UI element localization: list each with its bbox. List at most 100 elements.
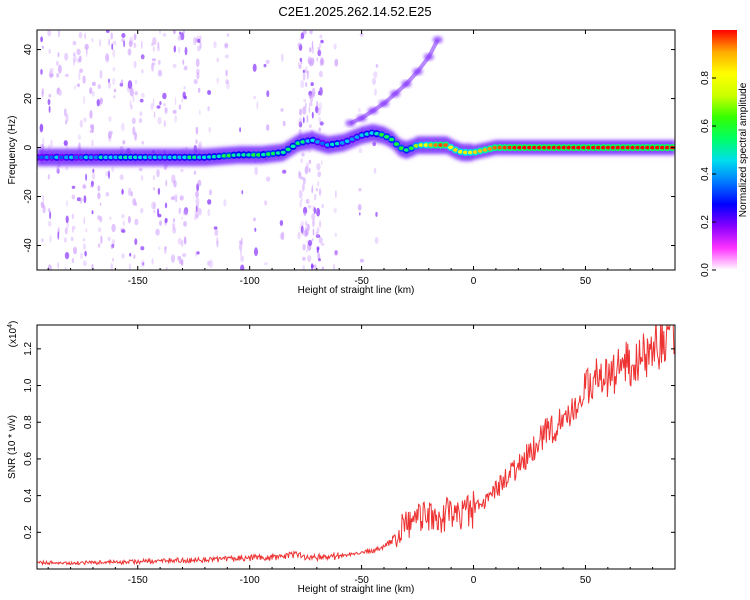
colorbar-tick-label: 0.4	[700, 167, 711, 181]
spectrogram-noise-speck	[318, 117, 322, 123]
spectrogram-ridge-layer	[37, 129, 675, 161]
spectrogram-noise-speck	[318, 258, 321, 262]
ridge-point	[389, 137, 395, 142]
spectrogram-noise-speck	[307, 205, 312, 209]
spectrogram-noise-speck	[175, 196, 178, 203]
ridge-point	[221, 154, 227, 158]
spectrogram-noise-speck	[48, 48, 51, 54]
ridge-point	[216, 154, 222, 159]
spectrogram-noise-speck	[83, 243, 86, 251]
snr-y-scale-note: (x104)	[7, 321, 19, 348]
spectrogram-noise-speck	[129, 252, 132, 257]
spectrogram-noise-speck	[79, 197, 83, 204]
spectrogram-noise-speck	[71, 258, 75, 263]
ridge-point	[408, 146, 414, 150]
spectrogram-noise-speck	[106, 30, 110, 33]
ridge-point	[246, 153, 252, 157]
ridge-point	[113, 155, 119, 160]
spectrogram-noise-speck	[65, 120, 67, 125]
spectrogram-noise-speck	[76, 48, 81, 55]
spectrogram-noise-speck	[317, 108, 321, 116]
spectrogram-noise-speck	[138, 167, 143, 172]
spectrogram-noise-speck	[48, 105, 51, 113]
spectrogram-noise-speck	[72, 225, 76, 230]
spectrogram-noise-speck	[77, 58, 81, 63]
ridge-point	[438, 143, 444, 147]
spectrogram-noise-speck	[42, 194, 45, 202]
x-tick-label: -150	[128, 575, 148, 586]
ridge-point	[659, 145, 666, 150]
spectrogram-noise-speck	[375, 211, 378, 217]
spectrogram-noise-speck	[308, 106, 311, 113]
spectrogram-noise-speck	[123, 40, 125, 48]
y-tick-label: 0	[23, 144, 34, 150]
ridge-point	[39, 155, 45, 160]
ridge-point	[147, 155, 153, 160]
spectrogram-noise-speck	[173, 180, 177, 188]
spectrogram-noise-speck	[85, 173, 88, 181]
spectrogram-noise-speck	[224, 42, 229, 49]
spectrogram-noise-speck	[127, 215, 131, 224]
spectrogram-noise-speck	[197, 179, 202, 187]
spectrogram-noise-speck	[48, 71, 54, 79]
snr-x-ticks: -150 -100 -50 0 50	[47, 325, 676, 586]
ridge-point	[182, 155, 188, 160]
spectrogram-noise-speck	[141, 40, 143, 50]
spectrogram-noise-speck	[307, 255, 312, 263]
spectrogram-noise-speck	[172, 64, 177, 68]
spectrogram-noise-speck	[321, 266, 325, 270]
spectrogram-noise-speck	[195, 139, 198, 145]
spectrogram-noise-speck	[83, 216, 86, 225]
ridge-point	[59, 155, 65, 160]
ridge-point	[512, 145, 518, 150]
ridge-point	[78, 155, 84, 160]
spectrogram-noise-speck	[158, 246, 161, 250]
spectrogram-noise-speck	[174, 114, 178, 123]
ridge-point	[241, 153, 247, 157]
spectrogram-noise-speck	[193, 79, 198, 85]
ridge-point	[650, 145, 656, 150]
spectrogram-noise-speck	[180, 168, 184, 173]
spectrogram-noise-speck	[129, 84, 132, 88]
spectrogram-noise-speck	[48, 93, 52, 98]
spectrogram-noise-speck	[185, 209, 188, 216]
spectrogram-noise-speck	[73, 58, 75, 66]
spectrogram-noise-speck	[180, 216, 184, 220]
ridge-point	[329, 142, 336, 147]
spectrogram-noise-speck	[213, 226, 218, 230]
ridge-point	[123, 155, 129, 160]
spectrogram-noise-speck	[108, 116, 112, 122]
spectrogram-noise-speck	[281, 53, 284, 62]
spectrogram-noise-speck	[256, 101, 259, 110]
ridge-point	[393, 142, 400, 146]
spectrogram-noise-speck	[303, 206, 308, 215]
spectrogram-noise-speck	[195, 213, 199, 219]
spectrogram-noise-speck	[139, 98, 144, 103]
spectrogram-noise-speck	[265, 59, 270, 64]
ridge-point	[251, 153, 257, 157]
spectrogram-noise-speck	[73, 85, 76, 90]
ridge-point	[344, 139, 350, 143]
spectrogram-noise-speck	[306, 114, 309, 124]
spectrogram-noise-speck	[47, 98, 51, 106]
spectrogram-noise-speck	[198, 87, 201, 93]
spectrogram-noise-speck	[84, 43, 89, 50]
ridge-point	[467, 150, 473, 155]
spectrogram-noise-speck	[140, 246, 145, 251]
spectrogram-noise-speck	[178, 207, 181, 215]
colorbar-tick-label: 0.2	[700, 215, 711, 229]
spectrogram-noise-speck	[71, 194, 76, 200]
spectrogram-noise-speck	[159, 220, 162, 226]
spectrogram-noise-speck	[134, 218, 139, 226]
x-tick-label: 50	[580, 276, 592, 287]
spectrogram-noise-speck	[304, 69, 307, 73]
spectrogram-noise-speck	[305, 81, 308, 88]
ridge-point	[68, 155, 75, 160]
ridge-point	[73, 155, 79, 160]
spectrogram-noise-speck	[77, 134, 82, 140]
ridge-point	[664, 145, 671, 150]
ridge-point	[305, 139, 311, 143]
snr-series-line	[37, 325, 675, 566]
spectrogram-noise-speck	[199, 109, 201, 116]
spectrogram-noise-speck	[313, 207, 316, 215]
